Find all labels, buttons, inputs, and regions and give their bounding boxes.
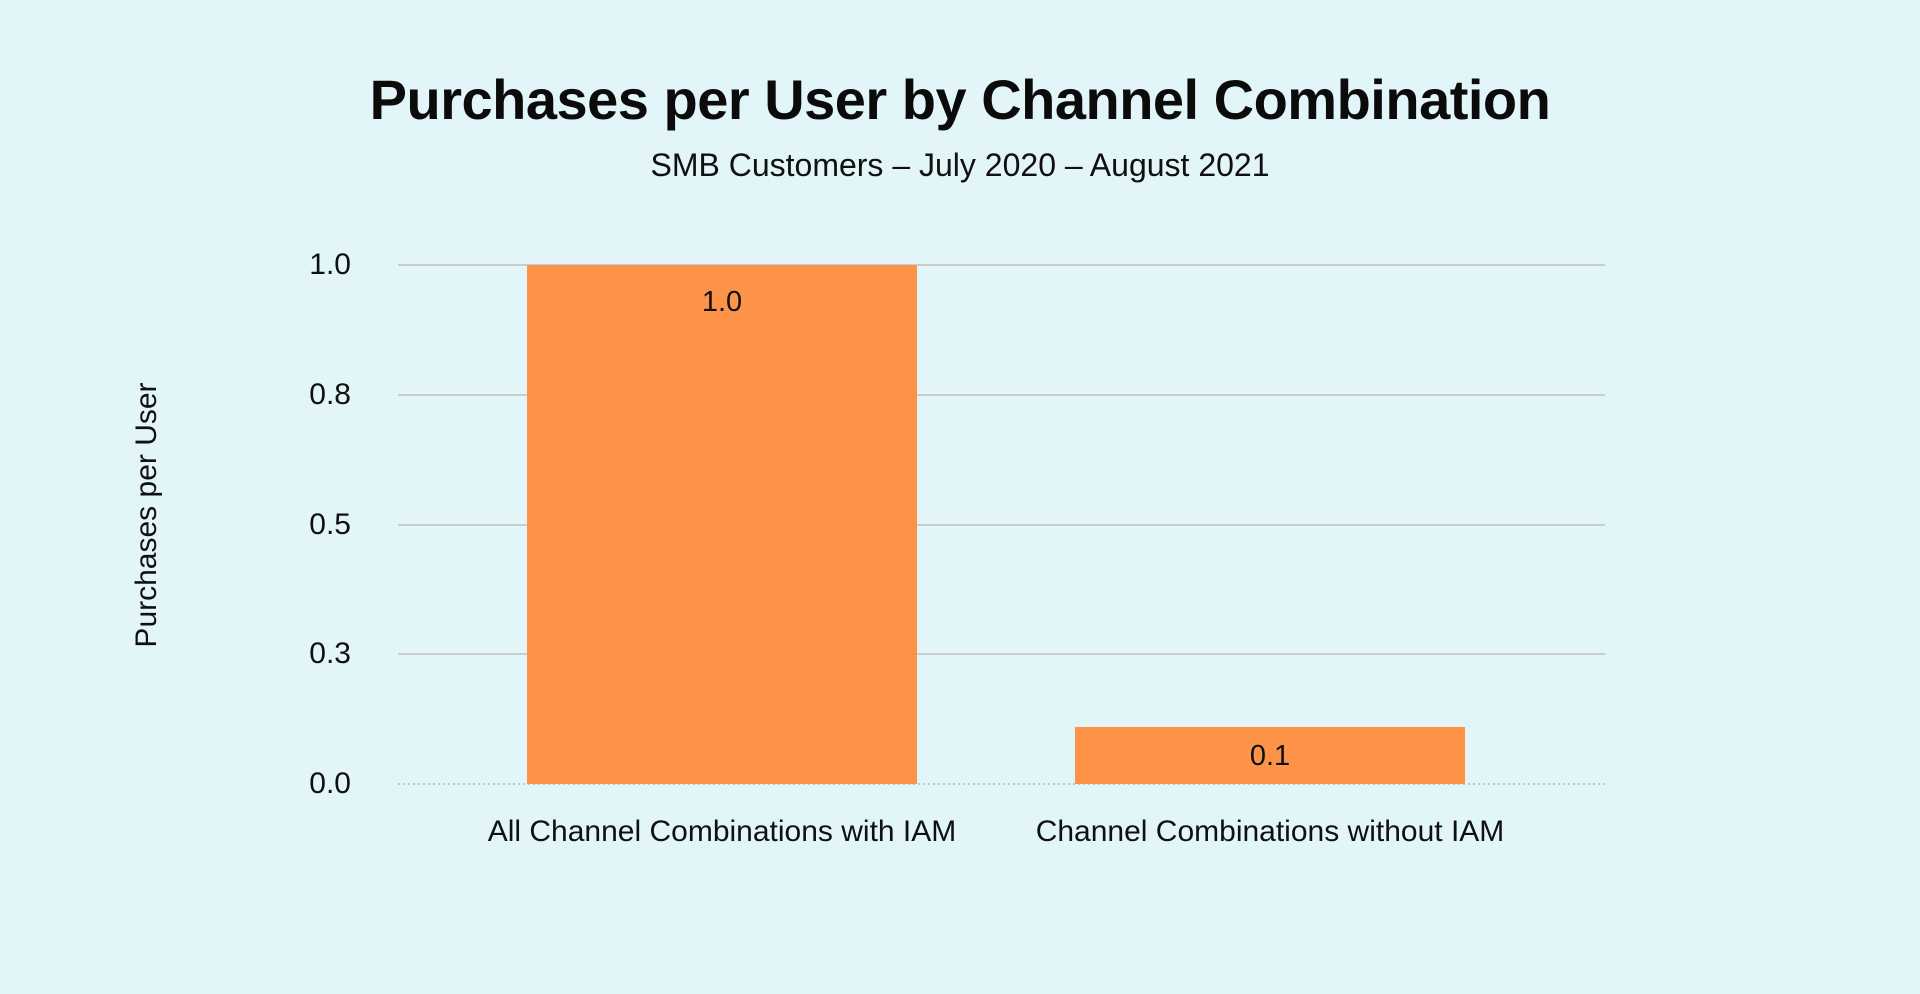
bar-value-label: 1.0 [701,286,743,318]
y-tick-label: 0.8 [309,378,351,411]
y-tick-label: 0.5 [309,508,351,541]
y-axis-title: Purchases per User [130,382,163,648]
y-tick-label: 0.3 [309,637,351,670]
gridline [398,524,1605,526]
y-tick-label: 0.0 [309,767,351,800]
zero-gridline [398,783,1605,785]
x-category-label: Channel Combinations without IAM [1035,815,1505,848]
gridline [398,653,1605,655]
chart-subtitle: SMB Customers – July 2020 – August 2021 [650,147,1270,183]
gridline [398,394,1605,396]
y-tick-label: 1.0 [309,248,351,281]
bar [527,265,917,784]
chart-title: Purchases per User by Channel Combinatio… [369,68,1551,131]
bar [1075,727,1465,784]
x-category-label: All Channel Combinations with IAM [487,815,957,848]
bar-value-label: 0.1 [1249,739,1291,772]
gridline [398,264,1605,266]
